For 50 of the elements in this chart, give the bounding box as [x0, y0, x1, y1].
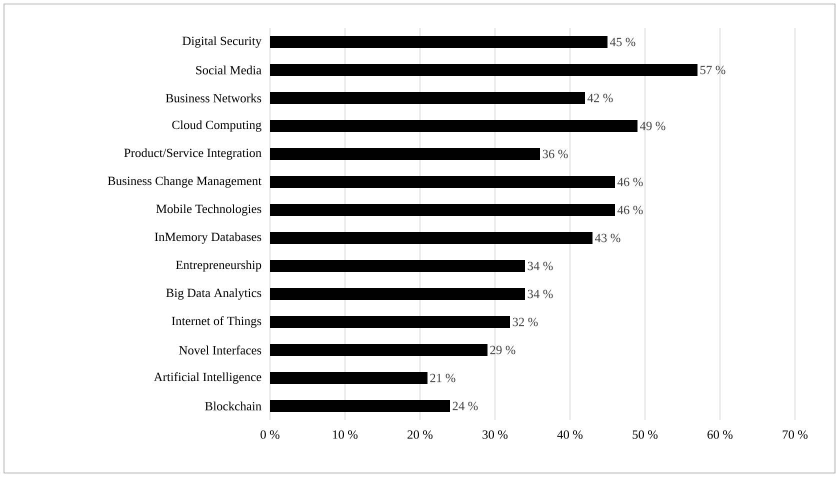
- bar: [270, 36, 608, 48]
- y-tick-label: Blockchain: [205, 402, 262, 410]
- bar: [270, 64, 698, 76]
- x-tick-label: 60 %: [708, 430, 733, 439]
- y-tick-label: Entrepreneurship: [176, 260, 262, 272]
- x-tick-label: 20 %: [408, 430, 433, 439]
- x-tick-label: 70 %: [782, 430, 808, 439]
- y-tick-label: Artificial Intelligence: [154, 372, 262, 384]
- data-label: 57 %: [700, 66, 726, 74]
- y-tick-label: Business Networks: [166, 94, 262, 102]
- data-label: 46 %: [617, 206, 643, 214]
- bar: [270, 288, 526, 300]
- x-tick-label: 10 %: [333, 430, 358, 439]
- data-label: 45 %: [610, 38, 636, 46]
- bar: [270, 204, 616, 216]
- data-label: 34 %: [528, 290, 553, 298]
- bar: [270, 400, 450, 412]
- y-tick-label: Internet of Things: [172, 316, 262, 328]
- y-tick-label: Mobile Technologies: [156, 204, 262, 216]
- bar: [270, 148, 540, 160]
- y-tick-label: Cloud Computing: [172, 120, 262, 132]
- data-label: 21 %: [430, 374, 456, 382]
- data-label: 34 %: [528, 262, 553, 270]
- y-tick-label: Digital Security: [182, 36, 262, 48]
- data-label: 29 %: [490, 346, 516, 354]
- x-tick-label: 0 %: [260, 430, 280, 439]
- bar: [270, 344, 488, 356]
- data-label: 32 %: [512, 318, 538, 326]
- bar: [270, 176, 616, 188]
- data-label: 36 %: [542, 150, 568, 158]
- bar: [270, 260, 526, 272]
- bar: [270, 92, 586, 104]
- data-label: 49 %: [640, 122, 666, 130]
- y-tick-label: Product/Service Integration: [124, 148, 262, 160]
- y-tick-label: Business Change Management: [108, 176, 262, 188]
- data-label: 46 %: [617, 178, 643, 186]
- data-label: 42 %: [587, 94, 613, 102]
- y-tick-label: InMemory Databases: [154, 232, 262, 244]
- bar: [270, 316, 510, 328]
- y-tick-label: Novel Interfaces: [179, 346, 262, 354]
- x-tick-label: 50 %: [632, 430, 658, 439]
- bar: [270, 372, 428, 384]
- x-tick-label: 30 %: [482, 430, 508, 439]
- y-tick-label: Big Data Analytics: [166, 288, 262, 300]
- data-label: 43 %: [594, 234, 620, 242]
- bar: [270, 120, 638, 132]
- y-tick-label: Social Media: [196, 66, 262, 74]
- data-label: 24 %: [452, 402, 478, 410]
- bar: [270, 232, 593, 244]
- x-tick-label: 40 %: [557, 430, 583, 439]
